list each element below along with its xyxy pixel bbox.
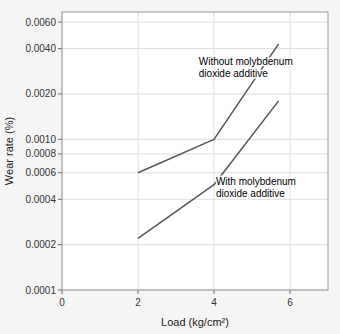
grid-line — [62, 244, 328, 245]
tick-label: 0.0010 — [25, 134, 56, 145]
tick — [58, 22, 62, 23]
grid-line — [62, 48, 328, 49]
chart: 0 2 4 6 0.0001 0.0002 0.0004 0.0006 0.0008 0.0010… — [0, 0, 340, 334]
tick-label: 0.0002 — [25, 239, 56, 250]
tick-label: 0.0008 — [25, 148, 56, 159]
grid-line — [62, 172, 328, 173]
annotation-line: Without molybdenum — [199, 56, 293, 67]
tick — [58, 199, 62, 200]
y-axis-label: Wear rate (%) — [3, 117, 15, 185]
tick-label: 0.0060 — [25, 17, 56, 28]
tick-label: 0.0006 — [25, 167, 56, 178]
x-axis-label: Load (kg/cm²) — [161, 316, 229, 328]
frame — [62, 12, 328, 290]
tick — [290, 290, 291, 294]
tick — [58, 48, 62, 49]
grid-line — [214, 12, 215, 290]
tick-label: 4 — [211, 297, 217, 308]
tick — [58, 244, 62, 245]
grid-line — [138, 12, 139, 290]
tick — [58, 172, 62, 173]
grid — [62, 12, 328, 290]
grid-line — [62, 153, 328, 154]
tick — [58, 153, 62, 154]
annotation-line: With molybdenum — [216, 176, 296, 187]
tick-label: 6 — [287, 297, 293, 308]
tick-label: 2 — [135, 297, 141, 308]
grid-line — [290, 12, 291, 290]
tick — [58, 290, 62, 291]
line — [138, 101, 279, 239]
annotation: With molybdenumdioxide additive — [216, 176, 296, 199]
tick — [58, 139, 62, 140]
grid-line — [62, 139, 328, 140]
tick — [62, 290, 63, 294]
grid-line — [62, 22, 328, 23]
axes: 0 2 4 6 0.0001 0.0002 0.0004 0.0006 0.0008 0.0010… — [25, 12, 328, 308]
grid-line — [62, 93, 328, 94]
tick — [214, 290, 215, 294]
annotations: Without molybdenumdioxide additiveWith m… — [199, 56, 296, 199]
tick-label: 0.0004 — [25, 194, 56, 205]
tick-label: 0.0040 — [25, 43, 56, 54]
tick-label: 0 — [59, 297, 65, 308]
tick-label: 0.0020 — [25, 88, 56, 99]
tick — [58, 93, 62, 94]
tick — [138, 290, 139, 294]
plot-area — [62, 12, 328, 290]
annotation: Without molybdenumdioxide additive — [199, 56, 293, 79]
annotation-line: dioxide additive — [216, 188, 285, 199]
series-group — [138, 44, 279, 239]
annotation-line: dioxide additive — [199, 68, 268, 79]
tick-label: 0.0001 — [25, 285, 56, 296]
